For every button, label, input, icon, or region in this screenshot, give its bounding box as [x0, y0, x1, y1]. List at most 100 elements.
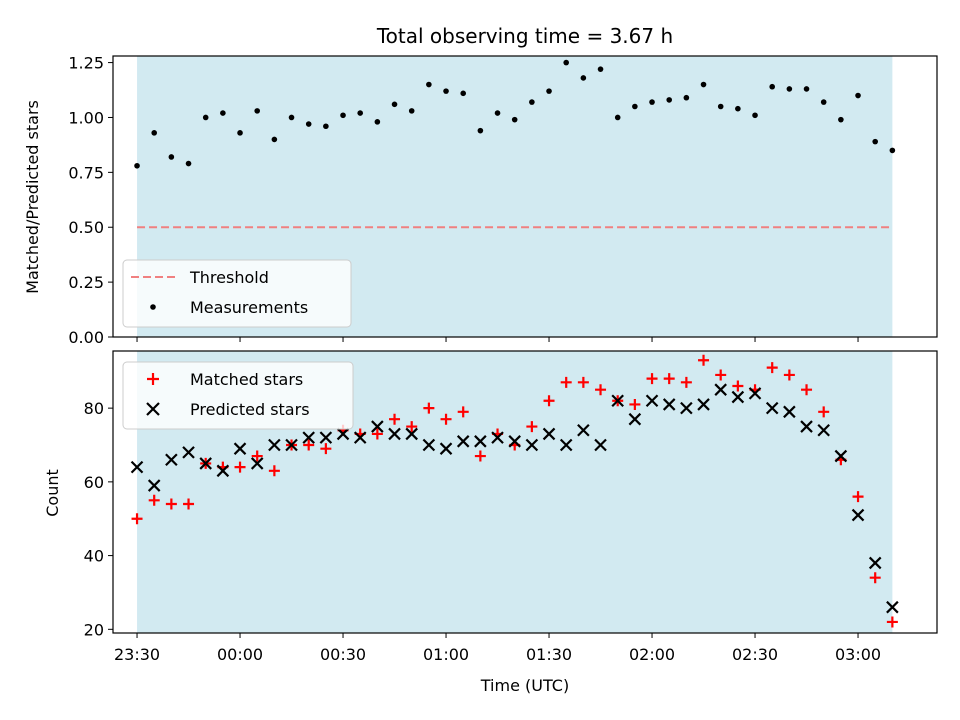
legend-predicted-swatch: [146, 402, 160, 416]
matched-star-point: [165, 498, 177, 510]
x-tick-label: 03:00: [835, 645, 881, 664]
bottom-plot-frame: [112, 350, 938, 634]
matched-star-point: [251, 450, 263, 462]
matched-star-point: [715, 369, 727, 381]
measurement-point: [254, 108, 260, 114]
measurement-point: [649, 99, 655, 105]
legend-matched-label: Matched stars: [190, 370, 303, 389]
predicted-star-point: [319, 431, 333, 444]
measurement-point: [820, 99, 827, 105]
predicted-star-point: [491, 431, 504, 444]
predicted-star-point: [800, 420, 813, 433]
predicted-star-point: [456, 435, 470, 448]
matched-star-point: [457, 406, 469, 418]
matched-star-point: [698, 354, 710, 366]
predicted-star-point: [353, 431, 367, 444]
top-legend: Threshold Measurements: [122, 259, 352, 328]
x-tick-label: 01:30: [526, 645, 572, 664]
measurement-point: [391, 101, 398, 108]
measurement-point: [614, 114, 621, 121]
predicted-star-point: [714, 383, 727, 396]
matched-star-point: [595, 384, 607, 396]
measurement-point: [168, 154, 175, 160]
measurement-point: [717, 103, 724, 110]
measurement-point: [426, 81, 432, 88]
measurement-point: [185, 160, 192, 167]
measurement-point: [151, 130, 157, 136]
predicted-star-point: [439, 442, 453, 455]
predicted-star-point: [628, 412, 642, 426]
top-axis-ticks: 0.00 0.25 0.50 0.75 1.00 1.25: [68, 54, 859, 347]
measurement-point: [529, 99, 535, 105]
predicted-star-point: [662, 398, 676, 411]
measurement-point: [563, 59, 569, 66]
measurement-point: [288, 114, 295, 121]
measurement-point: [237, 130, 243, 136]
predicted-star-point: [680, 401, 693, 415]
measurement-point: [735, 105, 741, 112]
predicted-star-point: [731, 390, 745, 404]
measurement-point: [374, 119, 381, 125]
measurement-point: [357, 110, 364, 116]
measurement-point: [134, 162, 140, 169]
matched-star-point: [474, 450, 486, 462]
matched-star-point: [526, 421, 538, 433]
measurement-point: [494, 110, 501, 116]
matched-star-point: [680, 376, 692, 388]
measurement-point: [443, 88, 449, 94]
predicted-star-point: [302, 431, 315, 444]
predicted-star-point: [268, 438, 281, 452]
matched-star-point: [320, 443, 332, 455]
top-y-tick-label: 0.25: [68, 273, 104, 292]
top-y-tick-label: 1.00: [68, 108, 104, 127]
measurement-point: [546, 88, 552, 94]
measurement-point: [769, 83, 775, 90]
predicted-star-point: [645, 394, 659, 408]
predicted-star-point: [508, 435, 521, 448]
top-y-tick-label: 0.75: [68, 163, 104, 182]
predicted-star-point: [474, 435, 487, 448]
predicted-star-point: [525, 438, 539, 452]
predicted-star-point: [817, 423, 830, 437]
legend-measurement-swatch: [150, 304, 156, 310]
predicted-star-point: [371, 420, 384, 433]
matched-star-point: [560, 376, 572, 388]
predicted-star-point: [611, 394, 624, 408]
measurement-point: [271, 136, 278, 143]
bottom-y-tick-label: 60: [84, 473, 104, 492]
bottom-y-tick-label: 40: [84, 547, 104, 566]
count-points: [130, 354, 899, 628]
measurement-point: [323, 123, 329, 130]
predicted-star-point: [748, 387, 762, 400]
bottom-axis-ticks: 20 40 60 80 23:30 00:00 00:30 01:00 01:30 02:00 02…: [84, 399, 881, 664]
predicted-star-point: [182, 446, 195, 459]
matched-star-point: [577, 376, 589, 388]
matched-star-point: [268, 465, 280, 477]
matched-star-point: [543, 395, 555, 407]
x-tick-label: 02:00: [629, 645, 675, 664]
predicted-star-point: [765, 401, 779, 415]
matched-star-point: [732, 380, 744, 392]
predicted-star-point: [147, 479, 161, 492]
predicted-star-point: [233, 442, 247, 455]
predicted-star-point: [697, 398, 710, 411]
predicted-star-point: [250, 457, 264, 470]
predicted-star-point: [422, 438, 436, 452]
x-tick-label: 23:30: [114, 645, 160, 664]
measurement-point: [786, 86, 793, 92]
measurement-point: [632, 103, 638, 110]
legend-predicted-label: Predicted stars: [190, 400, 310, 419]
measurement-point: [340, 112, 346, 119]
measurement-point: [683, 94, 690, 101]
predicted-star-point: [199, 457, 212, 470]
x-tick-label: 02:30: [732, 645, 778, 664]
predicted-star-point: [559, 438, 573, 452]
measurement-points: [134, 59, 896, 169]
measurement-point: [855, 92, 861, 99]
chart-title: Total observing time = 3.67 h: [376, 24, 673, 48]
predicted-star-point: [834, 449, 848, 463]
measurement-point: [580, 75, 587, 81]
predicted-star-point: [868, 556, 882, 570]
matched-star-point: [371, 428, 383, 440]
